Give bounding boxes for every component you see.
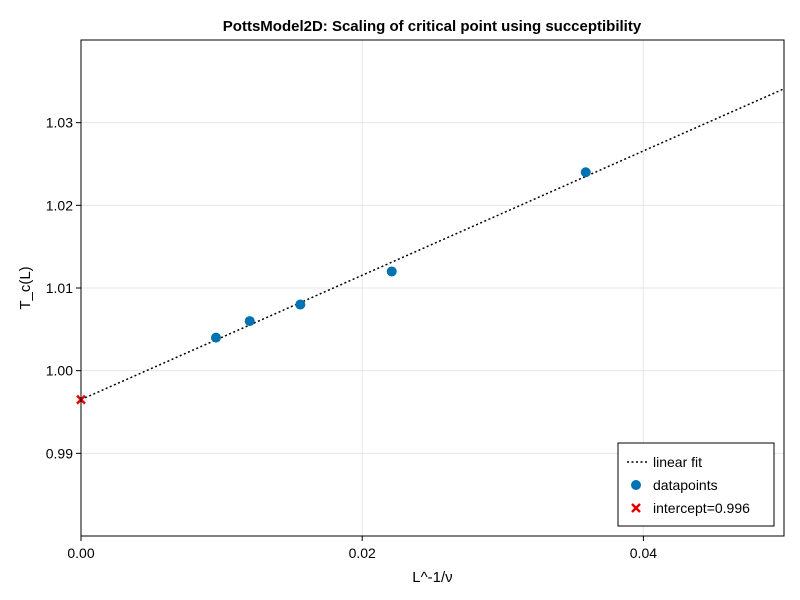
axis-ticks: 0.00 0.02 0.04 0.99 1.00 1.01 1.02 1.03 [46, 115, 657, 561]
data-point [580, 167, 591, 178]
y-tick-label: 0.99 [46, 445, 73, 461]
legend-circle-swatch [631, 480, 641, 490]
legend-x-stroke [631, 503, 641, 513]
plot-series [76, 88, 785, 405]
x-tick-label: 0.04 [630, 545, 657, 561]
legend-label: datapoints [653, 477, 718, 493]
legend-x-swatch [631, 503, 641, 513]
legend-box [617, 442, 775, 527]
y-axis-label: T_c(L) [17, 266, 34, 309]
y-tick-label: 1.00 [46, 363, 73, 379]
grid-lines [80, 40, 784, 536]
y-tick-label: 1.03 [46, 115, 73, 131]
x-tick-label: 0.00 [67, 545, 94, 561]
x-axis-label: L^-1/ν [412, 569, 452, 586]
data-point [244, 316, 255, 327]
data-point [295, 299, 306, 310]
legend: linear fit datapoints intercept=0.996 [617, 442, 775, 527]
legend-label: linear fit [653, 454, 702, 470]
data-point [210, 332, 221, 343]
chart-title: PottsModel2D: Scaling of critical point … [223, 18, 642, 35]
x-tick-label: 0.02 [349, 545, 376, 561]
fit-line [80, 88, 785, 401]
y-tick-label: 1.01 [46, 280, 73, 296]
data-point [386, 266, 397, 277]
legend-label: intercept=0.996 [653, 500, 750, 516]
y-tick-label: 1.02 [46, 197, 73, 213]
